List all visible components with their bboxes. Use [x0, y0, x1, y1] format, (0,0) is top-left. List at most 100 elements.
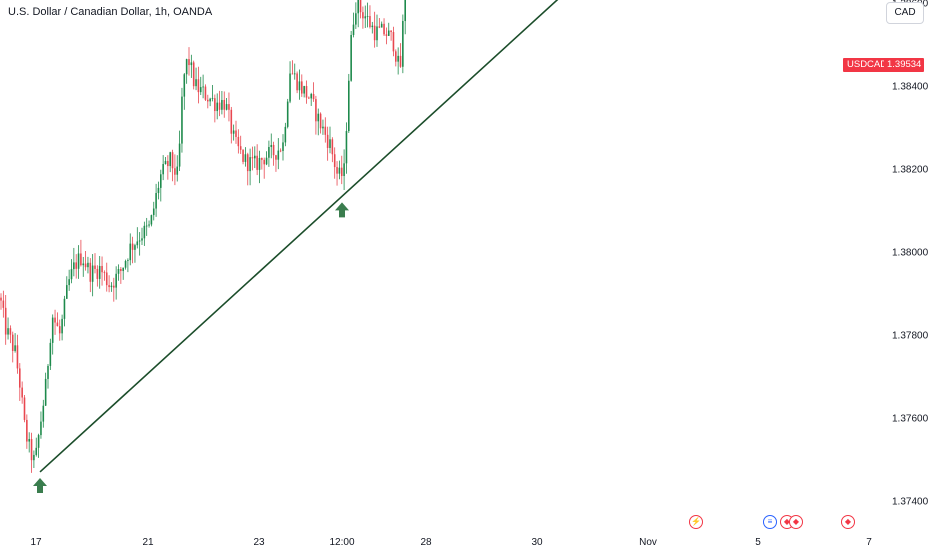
- candle-body: [195, 79, 197, 87]
- candle: [348, 73, 350, 133]
- candle: [110, 282, 113, 292]
- candle-body: [89, 262, 92, 282]
- candle: [188, 47, 190, 76]
- candle: [333, 147, 336, 179]
- chart-title: U.S. Dollar / Canadian Dollar, 1h, OANDA: [8, 6, 213, 18]
- candle: [218, 90, 221, 117]
- candle: [256, 144, 258, 176]
- candle-body: [35, 447, 38, 455]
- candle-body: [33, 454, 35, 461]
- candle: [178, 130, 181, 172]
- candle-body: [110, 285, 113, 288]
- candle-body: [350, 34, 352, 81]
- candle: [80, 239, 82, 267]
- candle-body: [117, 269, 120, 274]
- candle-body: [30, 439, 33, 461]
- candle-body: [202, 86, 204, 88]
- price-axis[interactable]: 1.396001.394001.392001.390001.388001.386…: [892, 0, 929, 508]
- candle: [228, 92, 230, 122]
- lightning-icon[interactable]: ⚡: [689, 515, 703, 529]
- candle: [73, 247, 75, 277]
- candle: [103, 270, 106, 281]
- candle: [145, 217, 148, 236]
- candle-body: [279, 150, 282, 152]
- candle-body: [63, 298, 66, 319]
- candle-body: [66, 285, 68, 299]
- candle: [223, 91, 226, 118]
- candle-body: [103, 272, 106, 274]
- candle: [329, 126, 331, 154]
- candle: [183, 73, 186, 110]
- us-flag-icon[interactable]: ≡: [763, 515, 777, 529]
- candle-body: [371, 25, 374, 28]
- candle-body: [185, 59, 188, 75]
- candle: [58, 319, 61, 341]
- candle: [385, 27, 388, 45]
- candle-body: [298, 81, 301, 91]
- candle-body: [145, 225, 148, 227]
- candle-body: [167, 160, 169, 167]
- candle-body: [138, 240, 141, 242]
- candle: [214, 94, 216, 123]
- candle-body: [362, 12, 364, 19]
- candle-body: [150, 215, 153, 225]
- candle-body: [289, 73, 291, 102]
- drawings[interactable]: [33, 0, 843, 493]
- candle: [279, 148, 282, 153]
- candle-body: [256, 155, 258, 170]
- candle-body: [160, 174, 162, 188]
- candle-body: [380, 23, 383, 28]
- candle: [192, 60, 195, 90]
- candle-body: [51, 317, 54, 343]
- candle: [122, 267, 124, 280]
- candle-body: [2, 300, 5, 308]
- candle: [68, 269, 70, 291]
- candle-body: [192, 62, 195, 87]
- candle-body: [232, 130, 235, 134]
- candle: [251, 146, 254, 171]
- candle-body: [251, 157, 254, 159]
- candle: [362, 6, 364, 29]
- candle-body: [162, 164, 164, 175]
- candle-body: [207, 99, 209, 102]
- currency-button[interactable]: CAD: [886, 2, 924, 24]
- candle: [270, 133, 273, 159]
- candle-body: [331, 139, 334, 155]
- candle: [0, 293, 2, 310]
- candle-body: [190, 62, 193, 66]
- candle-body: [14, 345, 16, 351]
- candle: [51, 314, 54, 355]
- time-tick-label: 17: [30, 537, 42, 548]
- candle-body: [225, 104, 228, 110]
- candle: [331, 137, 334, 163]
- candle-body: [291, 73, 294, 75]
- candle: [324, 117, 327, 143]
- candle-body: [101, 265, 103, 273]
- canada-flag-icon[interactable]: ◆: [841, 515, 855, 529]
- candle: [254, 146, 256, 169]
- candle: [190, 54, 193, 78]
- candle-body: [343, 163, 345, 177]
- candle: [207, 94, 209, 109]
- candle: [171, 149, 174, 182]
- candle-body: [11, 334, 14, 351]
- candle: [44, 372, 47, 407]
- time-tick-label: 7: [866, 537, 872, 548]
- time-tick-label: 12:00: [329, 537, 354, 548]
- candle: [383, 18, 385, 36]
- candle: [204, 84, 207, 102]
- candle-body: [221, 99, 223, 110]
- candle-body: [26, 419, 28, 442]
- candle: [33, 450, 35, 468]
- up-arrow-icon: [335, 202, 349, 218]
- candle: [202, 74, 204, 99]
- candle: [357, 0, 359, 28]
- candle-body: [239, 146, 242, 150]
- candle: [40, 411, 42, 439]
- candle: [352, 12, 355, 38]
- time-axis[interactable]: 17 21 23 12:00 28 30 Nov 5 7: [30, 537, 872, 548]
- candle: [127, 258, 129, 273]
- canada-flag-icon[interactable]: ◆: [789, 515, 803, 529]
- candle-body: [373, 25, 376, 41]
